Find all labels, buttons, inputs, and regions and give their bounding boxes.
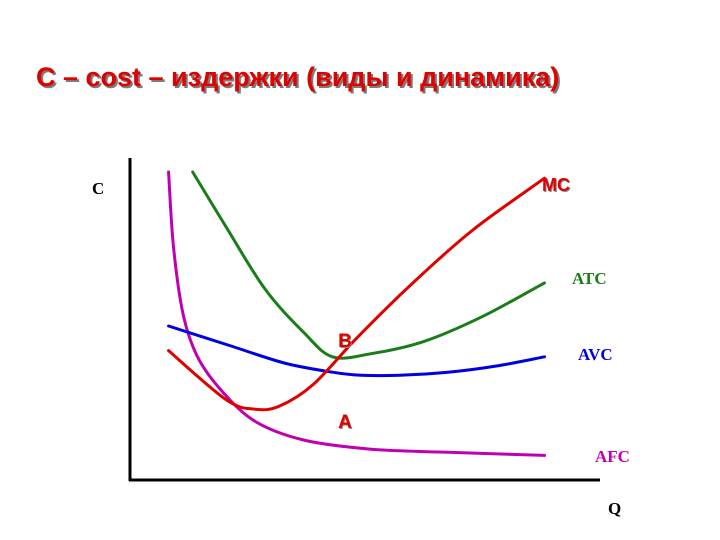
afc-series-label: AFC — [595, 447, 630, 466]
slide-title: C – cost – издержки (виды и динамика) — [36, 62, 560, 92]
atc-curve — [191, 170, 546, 360]
avc-curve — [167, 324, 546, 378]
atc-series-label: ATC — [572, 269, 607, 288]
mc-series-label: MC — [542, 175, 570, 195]
x-axis-label: Q — [608, 499, 621, 518]
avc-series-label: AVC — [578, 345, 613, 364]
afc-curve — [167, 170, 546, 457]
point-b-label: B — [338, 331, 352, 352]
mc-curve — [167, 176, 546, 412]
y-axis-label: C — [92, 179, 104, 198]
point-a-label: A — [338, 412, 352, 433]
